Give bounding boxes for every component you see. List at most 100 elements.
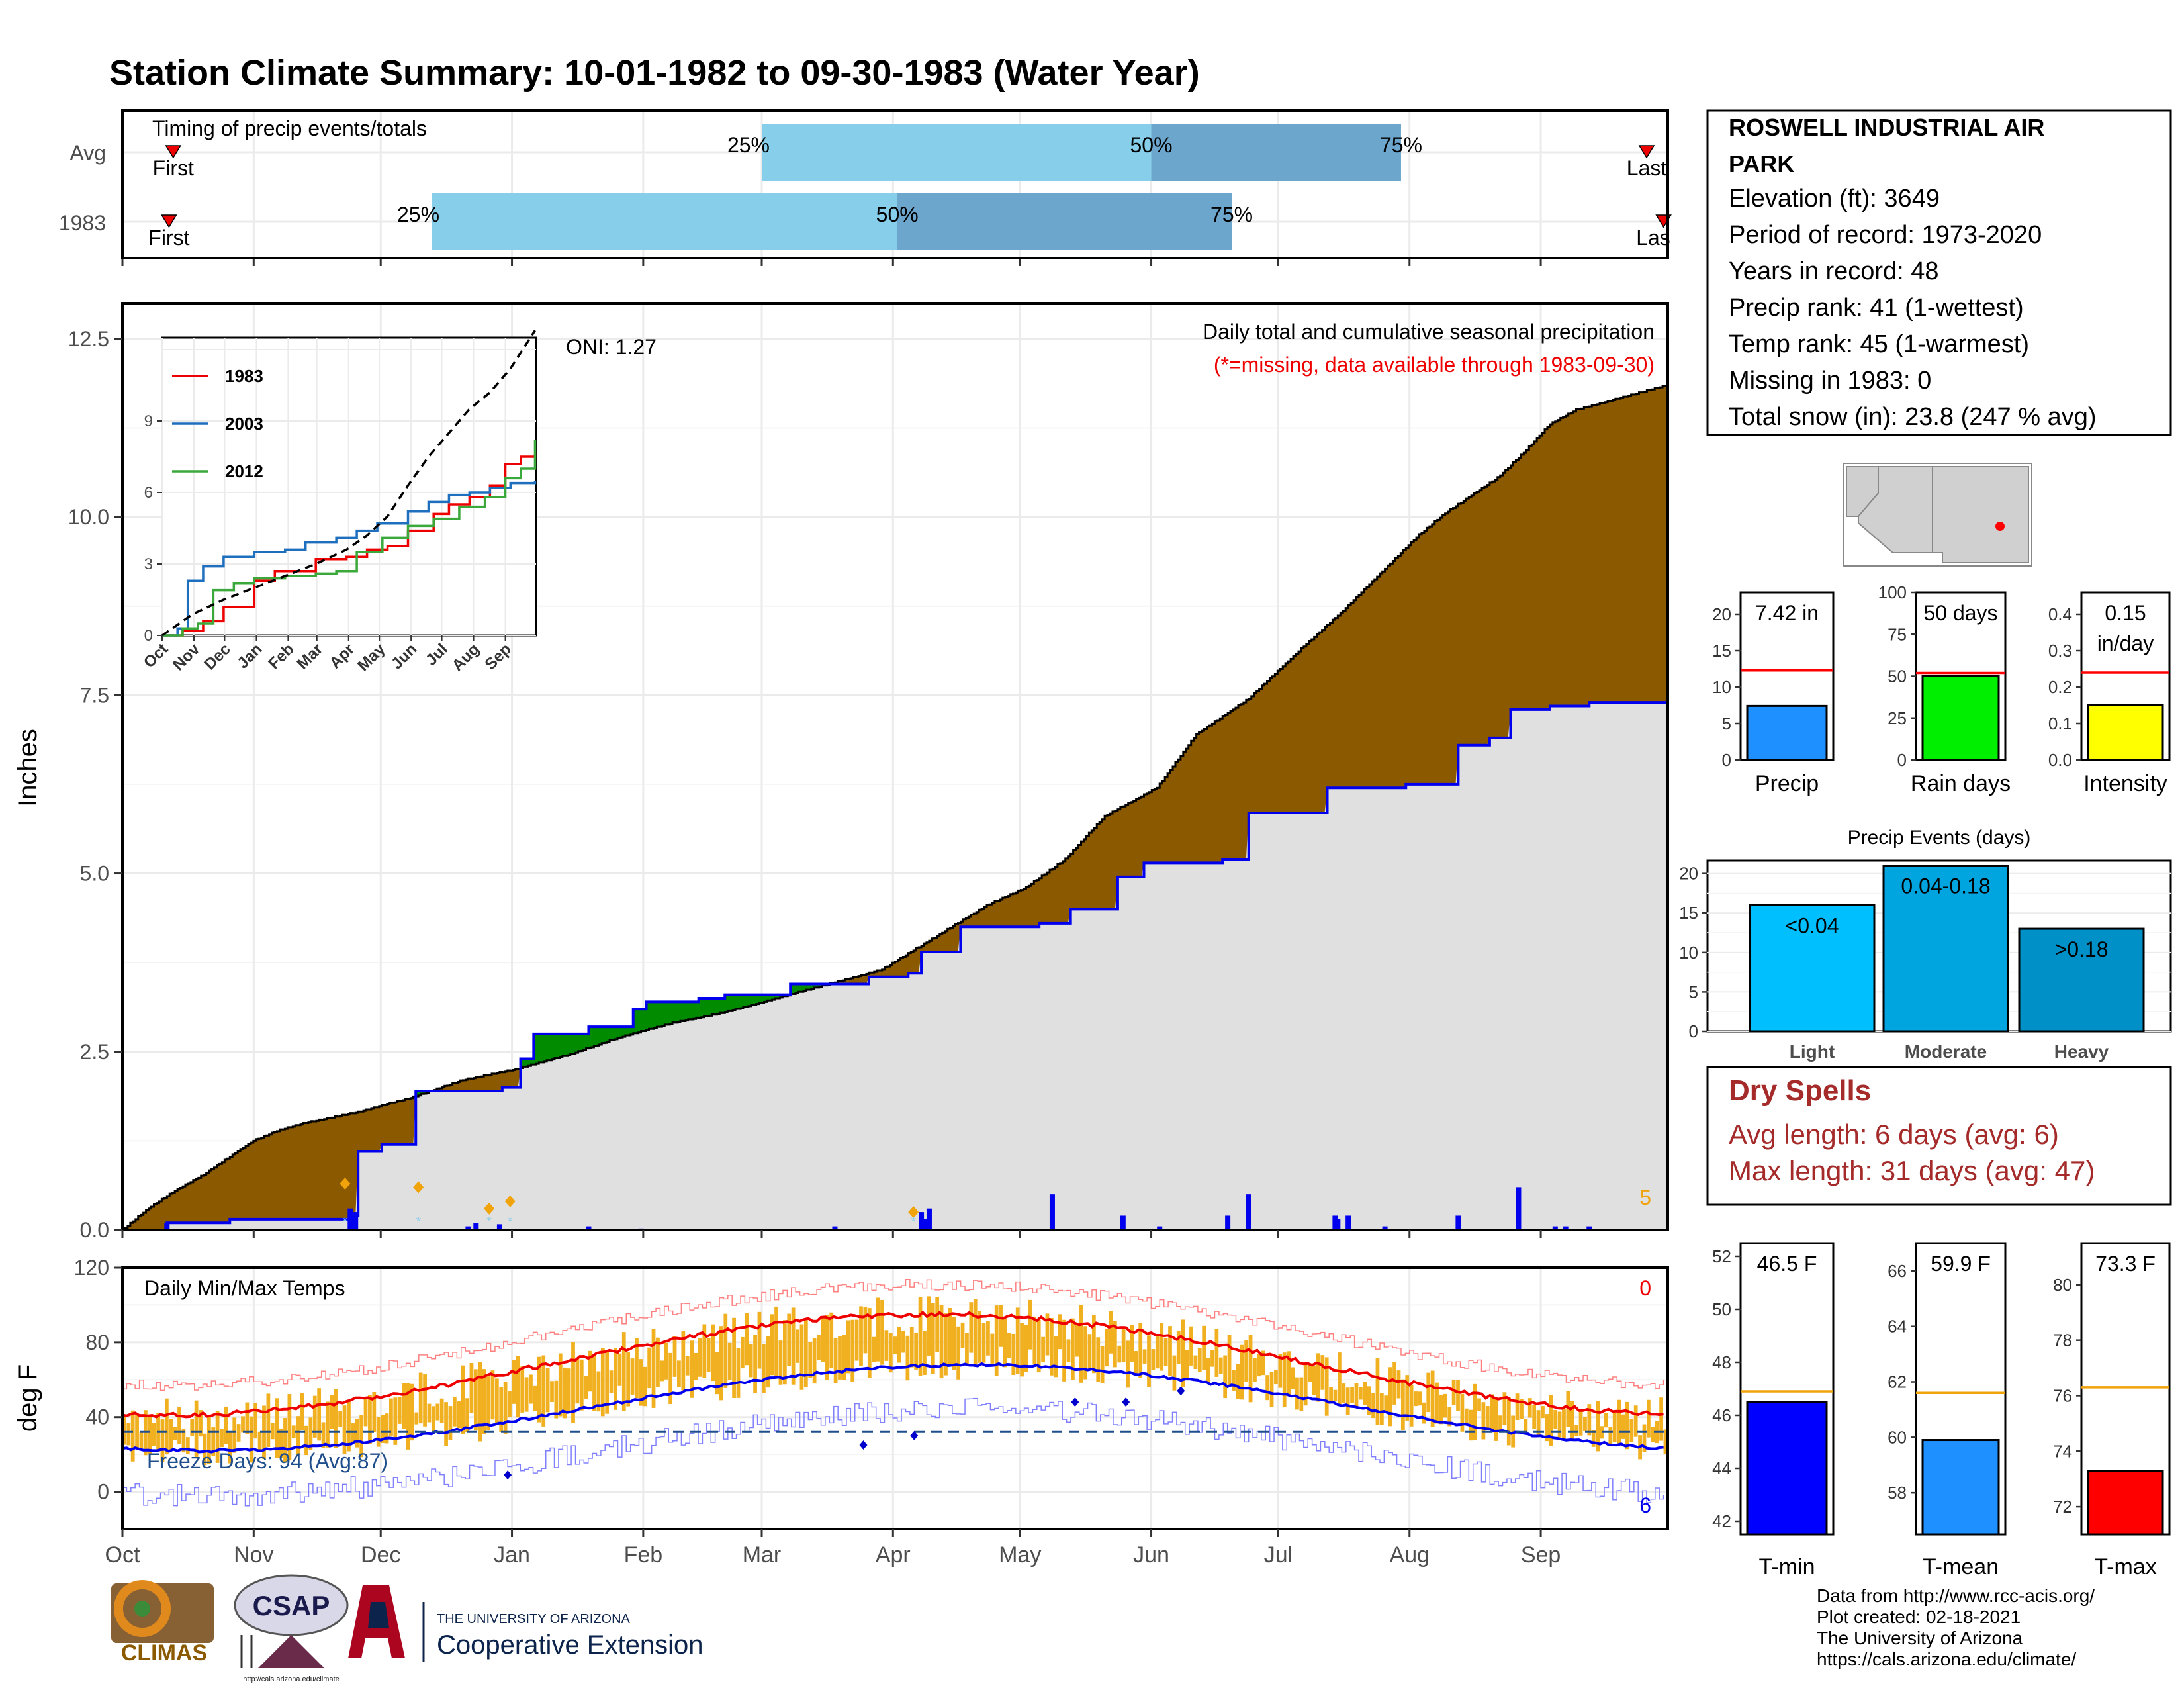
precip-event-ytick-label: 20 [1679,864,1698,884]
month-tick-label: May [999,1542,1041,1568]
precip-ytick-label: 7.5 [80,683,109,707]
month-tick-label: Oct [105,1542,140,1568]
record-max-line [122,1278,1664,1391]
record-low-marker [1177,1386,1185,1396]
last-event-marker [1638,145,1655,159]
timing-p25-label: 25% [397,203,439,226]
precip-event-category: Moderate [1905,1041,1987,1062]
precip-ytick-label: 2.5 [80,1040,109,1064]
summary-ytick-label: 0.3 [2048,641,2072,661]
snow-flake-icon: * [416,1215,421,1229]
summary-ytick-label: 0 [1722,750,1731,770]
daily-precip-bar [1586,1226,1592,1230]
snow-marker [413,1181,424,1194]
climas-logo: CLIMAS [111,1580,214,1665]
precip-event-bar-label: >0.18 [2055,937,2109,961]
summary-ytick-label: 58 [1888,1483,1907,1503]
temp-chart-t-mean: 58 60 62 64 66 59.9 F T-mean [1888,1242,2007,1579]
timing-p75-label: 75% [1210,203,1253,226]
footer-university: The University of Arizona [1817,1628,2023,1648]
summary-ytick-label: 50 [1712,1299,1731,1319]
daily-precip-bar [1049,1194,1055,1230]
temp-label: Daily Min/Max Temps [144,1276,345,1300]
summary-bar-charts: 0 5 10 15 20 7.42 in Precip 0 25 50 75 100 50 days Ra… [1712,583,2171,796]
snow-flake-icon: * [508,1215,513,1229]
summary-chart-rain-days: 0 25 50 75 100 50 days Rain days [1878,583,2011,796]
month-tick-label: Jan [494,1542,530,1568]
summary-ytick-label: 52 [1712,1246,1731,1266]
summary-ytick-label: 0.0 [2048,750,2072,770]
avg-max-line [122,1310,1664,1419]
record-low-marker [910,1430,919,1440]
timing-p25-label: 25% [727,133,770,157]
month-tick-label: Sep [1521,1542,1561,1568]
inset-series-line [162,440,537,637]
precip-event-bar-label: 0.04-0.18 [1901,874,1990,898]
daily-precip-bar [353,1212,359,1230]
snow-flake-icon: * [486,1215,492,1229]
dry-spells-title: Dry Spells [1729,1074,1871,1107]
station-name-2: PARK [1729,150,1794,177]
inset-legend-label: 2012 [225,461,263,481]
timing-bar-50-75 [897,193,1232,250]
month-tick-label: Dec [361,1542,400,1568]
svg-text:http://cals.arizona.edu/climat: http://cals.arizona.edu/climate [243,1675,340,1683]
station-location-dot [1995,522,2005,531]
timing-row-avg: Avg [69,141,106,165]
record-low-marker [504,1470,512,1480]
precip-caption: Daily total and cumulative seasonal prec… [1203,320,1655,344]
precip-ylabel: Inches [13,729,42,807]
daily-precip-bar [465,1226,471,1230]
record-min-line [122,1397,1664,1507]
summary-chart-precip: 0 5 10 15 20 7.42 in Precip [1712,591,1835,796]
summary-ytick-label: 76 [2053,1385,2072,1405]
summary-ytick-label: 60 [1888,1427,1907,1447]
summary-ytick-label: 62 [1888,1372,1907,1392]
precip-event-ytick-label: 15 [1679,903,1698,923]
location-map [1843,463,2032,567]
summary-bar-label: Precip [1755,771,1819,796]
daily-precip-bar [1382,1226,1388,1230]
station-temp-rank: Temp rank: 45 (1-warmest) [1729,330,2029,358]
first-event-marker [161,214,177,228]
freeze-label: Freeze Days: 94 (Avg:87) [147,1449,388,1473]
excess-precip-area [122,385,1668,1230]
station-info-box: ROSWELL INDUSTRIAL AIR PARK Elevation (f… [1706,109,2172,436]
summary-ytick-label: 42 [1712,1511,1731,1531]
summary-bar [2087,704,2164,761]
lesser-cumulative-area [122,698,1668,1230]
precip-event-bar-label: <0.04 [1786,914,1839,937]
summary-ytick-label: 25 [1888,708,1907,728]
snow-marker [908,1206,919,1219]
daily-precip-bar [1225,1215,1231,1230]
temp-chart-t-min: 42 44 46 48 50 52 46.5 F T-min [1712,1242,1835,1579]
daily-precip-bar [1552,1226,1558,1230]
summary-bar [1921,1439,2000,1536]
daily-precip-bar [1246,1194,1251,1230]
inset-ytick-label: 3 [144,555,153,573]
precip-event-ytick-label: 10 [1679,943,1698,962]
precip-ytick-label: 10.0 [68,505,109,529]
temp-ytick-label: 120 [74,1256,109,1280]
page-title: Station Climate Summary: 10-01-1982 to 0… [109,53,1200,93]
svg-text:CLIMAS: CLIMAS [121,1640,207,1665]
daily-precip-bar [1120,1215,1126,1230]
summary-value-label: 7.42 in [1755,601,1819,625]
first-event-marker [165,145,182,159]
daily-precip-bar [832,1226,838,1230]
summary-ytick-label: 80 [2053,1275,2072,1295]
precip-event-bar [1749,904,1876,1033]
summary-ytick-label: 48 [1712,1352,1731,1372]
temp-chart-t-max: 72 74 76 78 80 73.3 F T-max [2053,1242,2171,1579]
temp-ytick-label: 0 [97,1480,109,1504]
station-elevation: Elevation (ft): 3649 [1729,185,1940,212]
summary-value-label: 46.5 F [1757,1252,1817,1276]
precip-event-category: Light [1790,1041,1835,1062]
month-tick-label: Nov [234,1542,273,1568]
temp-top-count: 0 [1639,1276,1651,1300]
daily-precip-bar [164,1223,170,1230]
timing-p75-label: 75% [1380,133,1422,157]
inset-ytick-label: 9 [144,412,153,430]
precip-corner-count: 5 [1639,1186,1651,1209]
